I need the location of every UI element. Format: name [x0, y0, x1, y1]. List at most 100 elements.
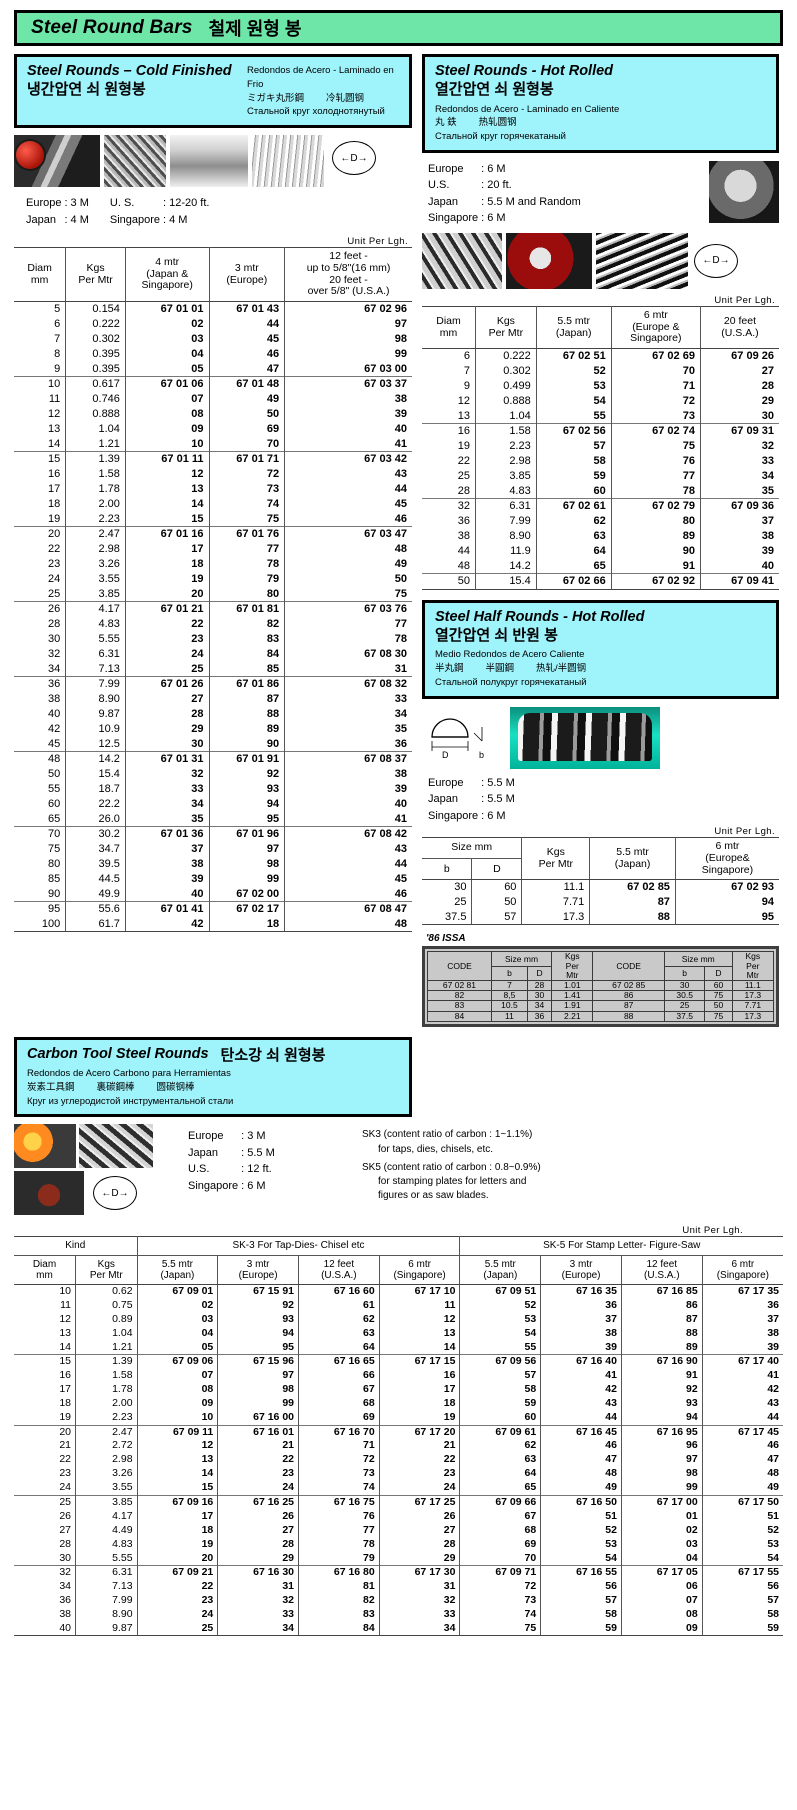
cell-c4m: 34 — [124, 796, 210, 812]
cell-b1: 10.5 — [490, 1000, 528, 1012]
cell-diam: 21 — [14, 1439, 77, 1454]
cell-cft: 44 — [284, 856, 412, 872]
carbon-tool-title-kr: 탄소강 쇠 원형봉 — [220, 1046, 326, 1064]
table-row: 100 61.7 42 18 48 — [14, 916, 412, 933]
cell-kgs: 9.87 — [65, 706, 126, 722]
cell-cft: 98 — [284, 331, 412, 347]
cell-kgs: 12.5 — [65, 736, 126, 752]
photo-bundle — [104, 135, 166, 188]
cell-c3m: 75 — [208, 511, 286, 527]
cell-kgs: 0.302 — [65, 331, 126, 347]
cell-c3m: 69 — [208, 421, 286, 437]
cell-u: 32 — [699, 438, 779, 454]
table-row: 50 15.4 67 02 66 67 02 92 67 09 41 — [422, 573, 779, 590]
cell-b1: 67 09 71 — [459, 1565, 542, 1580]
cell-diam: 17 — [14, 481, 67, 497]
cell-c4m: 30 — [124, 736, 210, 752]
cell-kgs: 0.89 — [75, 1312, 138, 1327]
cell-c4m: 25 — [124, 661, 210, 677]
cell-b3: 67 16 90 — [620, 1354, 703, 1369]
banner-title-en: Steel Round Bars — [31, 17, 193, 38]
cell-b1: 58 — [459, 1382, 542, 1397]
table-row: 26 4.17 17 26 76 26 67 51 01 51 — [14, 1509, 783, 1524]
cell-cft: 43 — [284, 466, 412, 482]
carbon-tool-section: Carbon Tool Steel Rounds 탄소강 쇠 원형봉 Redon… — [14, 1036, 783, 1637]
spec-row: U.S. : 12 ft. — [188, 1161, 278, 1178]
cell-cft: 48 — [284, 916, 412, 933]
table-row: 36 7.99 23 32 82 32 73 57 07 57 — [14, 1593, 783, 1608]
cell-a1: 22 — [136, 1579, 219, 1594]
cell-c4m: 33 — [124, 781, 210, 797]
table-row: 23 3.26 14 23 73 23 64 48 98 48 — [14, 1467, 783, 1482]
cell-a2: 33 — [217, 1607, 299, 1622]
cell-diam: 18 — [14, 496, 67, 512]
issa-table: CODE Size mm Kgs Per Mtr CODE Size mm Kgs P… — [427, 951, 775, 1022]
cell-b3: 67 16 85 — [620, 1284, 703, 1299]
cell-c4m: 09 — [124, 421, 210, 437]
cell-diam: 26 — [14, 601, 67, 617]
table-row: 22 2.98 13 22 72 22 63 47 97 47 — [14, 1453, 783, 1468]
cell-d1: 30 — [526, 990, 553, 1002]
table-row: 27 4.49 18 27 77 27 68 52 02 52 — [14, 1523, 783, 1538]
cell-cft: 40 — [284, 421, 412, 437]
cell-a3: 67 16 60 — [298, 1284, 380, 1299]
table-row: 25 3.85 67 09 16 67 16 25 67 16 75 67 17 25 67… — [14, 1494, 783, 1510]
cell-a4: 29 — [378, 1551, 461, 1566]
cell-diam: 8 — [14, 346, 67, 362]
cell-c4m: 67 01 01 — [124, 301, 210, 317]
cell-kgs: 2.47 — [65, 526, 126, 542]
cell-b2: 67 16 40 — [540, 1354, 622, 1369]
cell-diam: 22 — [14, 1453, 77, 1468]
half-rounds-sub-ru: Стальной полукруг горячекатаный — [435, 676, 587, 688]
cell-d: 60 — [471, 879, 523, 895]
cell-cft: 41 — [284, 436, 412, 452]
cell-kgs: 1.21 — [75, 1340, 138, 1355]
cell-j: 67 02 66 — [535, 573, 612, 590]
cell-b3: 07 — [620, 1593, 703, 1608]
cell-e: 76 — [610, 453, 701, 469]
cell-c3m: 93 — [208, 781, 286, 797]
cell-kgs: 15.4 — [65, 766, 126, 782]
table-row: 30 60 11.1 67 02 85 67 02 93 — [422, 879, 779, 895]
cell-e: 78 — [610, 483, 701, 499]
cell-a4: 31 — [378, 1579, 461, 1594]
cell-b1: 67 — [459, 1509, 542, 1524]
cell-j: 88 — [589, 909, 676, 926]
table-row: 55 18.7 33 93 39 — [14, 781, 412, 797]
th-6mtr: 6 mtr (Europe & Singapore) — [610, 305, 701, 350]
table-row: 26 4.17 67 01 21 67 01 81 67 03 76 — [14, 601, 412, 617]
spec-region: Japan — [428, 195, 458, 208]
th-kgs: Kgs Per Mtr — [65, 247, 126, 303]
cell-diam: 25 — [14, 586, 67, 602]
cell-kgs: 5.55 — [75, 1551, 138, 1566]
cell-diam: 12 — [14, 406, 67, 422]
cell-a4: 34 — [378, 1621, 461, 1637]
cell-a4: 14 — [378, 1340, 461, 1355]
cell-d: 57 — [471, 909, 523, 926]
cell-diam: 16 — [14, 1368, 77, 1383]
cell-b4: 57 — [701, 1593, 783, 1608]
cell-b1: 67 09 61 — [459, 1424, 542, 1440]
cell-kgs2: 11.1 — [731, 979, 775, 992]
cell-kgs: 3.26 — [65, 556, 126, 572]
cell-e: 73 — [610, 408, 701, 424]
hot-rolled-specs: Europe : 6 M U.S. : 20 ft. Japan : 5 — [422, 161, 703, 227]
cell-b4: 53 — [701, 1537, 783, 1552]
cell-c3m: 67 02 00 — [208, 886, 286, 902]
half-round-label-b: b — [479, 749, 485, 760]
cell-cft: 78 — [284, 631, 412, 647]
cell-b2: 46 — [540, 1439, 622, 1454]
cell-a2: 67 15 91 — [217, 1284, 299, 1299]
cell-diam: 50 — [422, 573, 477, 590]
cell-a2: 28 — [217, 1537, 299, 1552]
th-kgs: Kgs Per Mtr — [521, 837, 591, 881]
cell-b3: 98 — [620, 1467, 703, 1482]
cell-diam: 32 — [422, 498, 477, 514]
spec-row: Singapore : 6 M — [428, 210, 584, 227]
hot-rolled-table: Diam mm Kgs Per Mtr 5.5 mtr (Japan) 6 mtr (E… — [422, 305, 779, 590]
cell-kgs: 2.72 — [75, 1439, 138, 1454]
cell-kgs: 5.55 — [65, 631, 126, 647]
cell-kgs: 1.39 — [75, 1354, 138, 1369]
table-row: 38 8.90 24 33 83 33 74 58 08 58 — [14, 1607, 783, 1622]
cell-a2: 22 — [217, 1453, 299, 1468]
